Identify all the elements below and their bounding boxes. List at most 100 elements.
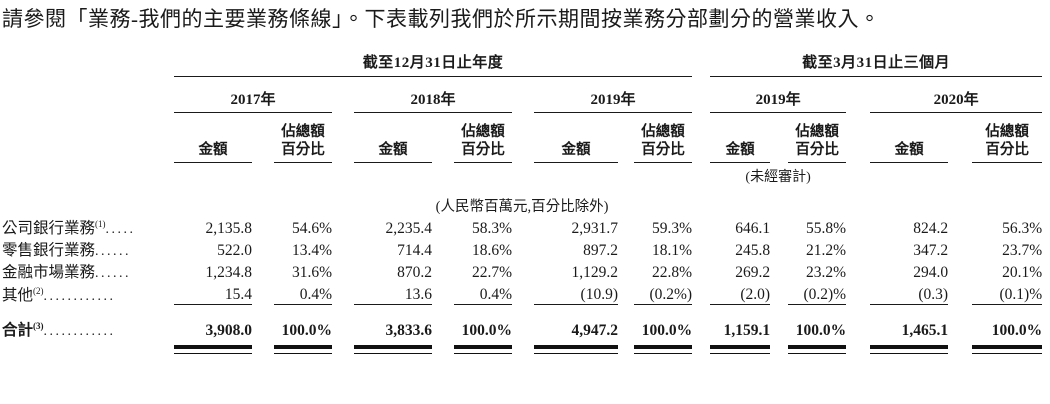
- value-cell: 0.4%: [479, 286, 512, 304]
- value-cell: 54.6%: [291, 220, 332, 238]
- unaudited-note: (未經審計): [745, 170, 811, 186]
- double-rule: [972, 345, 1043, 355]
- value-cell: 347.2: [913, 242, 949, 260]
- total-cell: 100.0%: [634, 304, 693, 341]
- value-cell: (0.2%): [649, 286, 693, 304]
- amount-header: 金額: [534, 112, 618, 164]
- value-cell: 714.4: [397, 242, 432, 260]
- value-cell: 1,234.8: [205, 264, 253, 282]
- value-cell: 870.2: [397, 264, 432, 282]
- double-rule: [710, 345, 771, 355]
- value-cell: 897.2: [583, 242, 618, 260]
- year-header-2019-q1: 2019年: [710, 76, 847, 114]
- total-cell: 1,465.1: [870, 304, 949, 341]
- row-label: 合計(3)............: [2, 321, 116, 340]
- pct-header: 佔總額 百分比: [788, 112, 847, 164]
- table-row-financial-markets: 金融市場業務...... 1,234.8 31.6% 870.2 22.7% 1…: [2, 260, 1042, 282]
- value-cell: 31.6%: [291, 264, 332, 282]
- value-cell: 824.2: [913, 220, 949, 238]
- value-cell: 13.6: [404, 286, 432, 304]
- table-row-retail-banking: 零售銀行業務...... 522.0 13.4% 714.4 18.6% 897…: [2, 238, 1042, 260]
- dot-leader: .....: [105, 222, 136, 238]
- value-cell: 18.6%: [471, 242, 512, 260]
- value-cell: 1,129.2: [571, 264, 619, 282]
- value-cell: 15.4: [224, 286, 252, 304]
- value-cell: 23.7%: [1002, 242, 1043, 260]
- value-cell: (0.3): [918, 286, 949, 304]
- value-cell: 22.7%: [471, 264, 512, 282]
- value-cell: 2,931.7: [571, 220, 619, 238]
- value-cell: 13.4%: [291, 242, 332, 260]
- total-cell: 100.0%: [972, 304, 1043, 341]
- double-rule: [634, 345, 693, 355]
- total-cell: 100.0%: [454, 304, 512, 341]
- unaudited-note-row: (未經審計): [2, 163, 1042, 187]
- subheader-row: 金額 佔總額 百分比 金額 佔總額 百分比 金額 佔總額 百分比 金額 佔總額 百分比 …: [2, 112, 1043, 164]
- value-cell: 245.8: [735, 242, 771, 260]
- closing-double-rule-row: [2, 340, 1043, 363]
- value-cell: 2,235.4: [385, 220, 433, 238]
- row-label: 零售銀行業務......: [2, 242, 132, 260]
- year-header-2020-q1: 2020年: [870, 76, 1043, 114]
- amount-header: 金額: [710, 112, 771, 164]
- intro-paragraph: 請參閱「業務-我們的主要業務條線」。下表載列我們於所示期間按業務分部劃分的營業收…: [2, 7, 881, 31]
- table-row-total: 合計(3)............ 3,908.0 100.0% 3,833.6…: [2, 304, 1043, 341]
- table-row-corporate-banking: 公司銀行業務(1)..... 2,135.8 54.6% 2,235.4 58.…: [2, 216, 1042, 238]
- footnote-ref: (3): [33, 321, 44, 332]
- value-cell: (0.1)%: [999, 286, 1043, 304]
- value-cell: 294.0: [913, 264, 949, 282]
- period-group-header-row: 截至12月31日止年度 截至3月31日止三個月: [2, 48, 1043, 78]
- value-cell: 59.3%: [652, 220, 693, 238]
- dot-leader: ......: [95, 266, 132, 282]
- total-cell: 1,159.1: [710, 304, 771, 341]
- double-rule: [788, 345, 847, 355]
- total-cell: 4,947.2: [534, 304, 618, 341]
- total-cell: 3,833.6: [354, 304, 432, 341]
- value-cell: 20.1%: [1002, 264, 1043, 282]
- value-cell: 2,135.8: [205, 220, 253, 238]
- double-rule: [354, 345, 432, 355]
- value-cell: 269.2: [735, 264, 771, 282]
- pct-header: 佔總額 百分比: [972, 112, 1043, 164]
- footnote-ref: (2): [33, 285, 44, 296]
- double-rule: [454, 345, 512, 355]
- revenue-by-segment-table: 截至12月31日止年度 截至3月31日止三個月 2017年 2018年 2019…: [2, 48, 1043, 363]
- total-cell: 100.0%: [274, 304, 332, 341]
- dot-leader: ............: [43, 324, 116, 340]
- value-cell: 646.1: [735, 220, 771, 238]
- pct-header: 佔總額 百分比: [634, 112, 693, 164]
- double-rule: [870, 345, 949, 355]
- value-cell: 58.3%: [471, 220, 512, 238]
- value-cell: 522.0: [217, 242, 252, 260]
- footnote-ref: (1): [95, 219, 106, 230]
- year-header-2018: 2018年: [354, 76, 512, 114]
- year-header-2019: 2019年: [534, 76, 693, 114]
- pct-header: 佔總額 百分比: [454, 112, 512, 164]
- col-group-quarterly: 截至3月31日止三個月: [710, 48, 1043, 78]
- value-cell: 21.2%: [806, 242, 847, 260]
- value-cell: (0.2)%: [803, 286, 847, 304]
- value-cell: 0.4%: [299, 286, 332, 304]
- double-rule: [274, 345, 332, 355]
- dot-leader: ......: [95, 244, 132, 260]
- amount-header: 金額: [174, 112, 252, 164]
- total-cell: 100.0%: [788, 304, 847, 341]
- total-cell: 3,908.0: [174, 304, 252, 341]
- double-rule: [534, 345, 618, 355]
- year-header-2017: 2017年: [174, 76, 332, 114]
- unit-note-row: (人民幣百萬元,百分比除外): [2, 186, 1042, 216]
- value-cell: 22.8%: [652, 264, 693, 282]
- row-label: 公司銀行業務(1).....: [2, 219, 136, 238]
- row-label: 其他(2)............: [2, 285, 116, 304]
- pct-header: 佔總額 百分比: [274, 112, 332, 164]
- amount-header: 金額: [870, 112, 949, 164]
- value-cell: (2.0): [740, 286, 771, 304]
- unit-note: (人民幣百萬元,百分比除外): [435, 199, 609, 216]
- double-rule: [174, 345, 252, 355]
- dot-leader: ............: [43, 288, 116, 304]
- value-cell: 56.3%: [1002, 220, 1043, 238]
- col-group-annual: 截至12月31日止年度: [174, 48, 693, 78]
- value-cell: (10.9): [580, 286, 618, 304]
- value-cell: 18.1%: [652, 242, 693, 260]
